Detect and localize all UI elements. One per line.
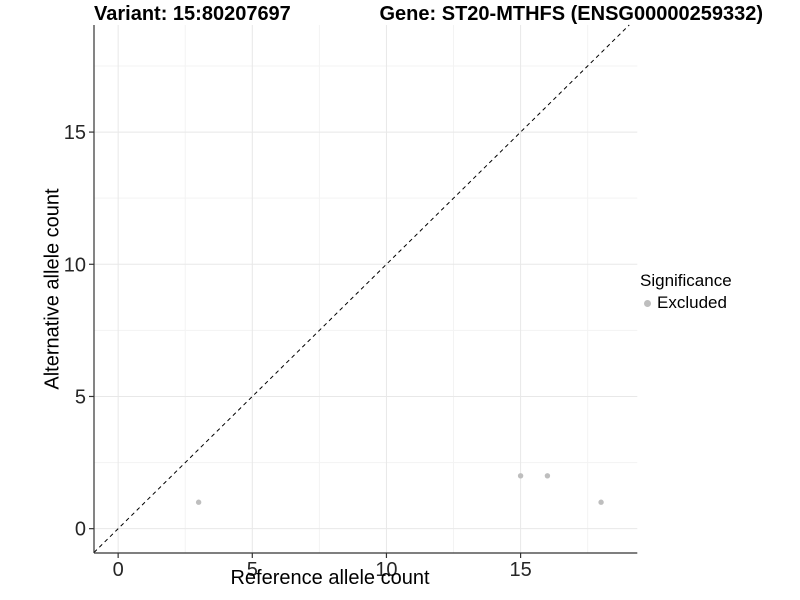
svg-text:15: 15 <box>509 559 531 581</box>
tick-marks <box>89 131 522 558</box>
series-excluded <box>195 473 604 505</box>
svg-text:10: 10 <box>375 559 397 581</box>
svg-text:5: 5 <box>75 386 86 408</box>
svg-text:0: 0 <box>113 559 124 581</box>
y-axis-title: Alternative allele count <box>41 188 64 390</box>
grid-major <box>94 25 638 553</box>
legend: Significance Excluded <box>640 271 732 313</box>
svg-text:10: 10 <box>64 254 86 276</box>
svg-text:0: 0 <box>75 519 86 541</box>
plot-title-variant: Variant: 15:80207697 <box>94 3 291 25</box>
legend-item-excluded: Excluded <box>640 293 732 313</box>
grid-minor <box>94 25 638 553</box>
plot-title-gene: Gene: ST20-MTHFS (ENSG00000259332) <box>379 3 764 25</box>
tick-labels: 0 5 10 15 0 5 10 15 <box>64 122 532 581</box>
x-axis-title: Reference allele count <box>230 567 430 589</box>
identity-line <box>93 24 630 553</box>
legend-title: Significance <box>640 271 732 290</box>
svg-text:15: 15 <box>64 122 86 144</box>
legend-item-label: Excluded <box>657 293 727 312</box>
svg-text:5: 5 <box>247 559 258 581</box>
excluded-point-icon <box>644 299 651 307</box>
axes <box>93 25 638 554</box>
